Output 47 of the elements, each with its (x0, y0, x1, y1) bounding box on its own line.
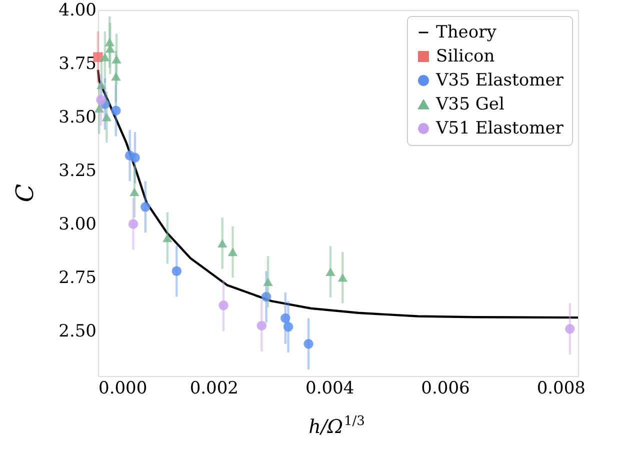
point (283, 322, 294, 332)
point (130, 152, 140, 163)
x-tick-label: 0.008 (536, 378, 586, 398)
point (128, 219, 138, 229)
point (162, 234, 172, 242)
legend-label: Silicon (436, 46, 495, 66)
point (140, 202, 150, 212)
point (111, 106, 121, 116)
legend-label: V51 Elastomer (435, 118, 564, 138)
y-tick-label: 4.00 (58, 0, 96, 20)
point (104, 38, 114, 46)
point (217, 239, 228, 248)
y-tick-label: 2.75 (58, 268, 96, 288)
point (111, 72, 121, 81)
point (338, 273, 348, 282)
legend-label: Theory (436, 22, 497, 42)
point (96, 80, 106, 90)
y-tick-label: 3.75 (58, 54, 96, 74)
point (261, 292, 272, 302)
point (263, 278, 273, 286)
point (228, 248, 238, 256)
point (172, 266, 182, 276)
point (96, 95, 106, 105)
point (100, 52, 110, 62)
x-tick-label: 0.002 (190, 378, 238, 398)
point (304, 339, 314, 349)
point (280, 313, 290, 324)
y-tick-label: 3.00 (58, 214, 96, 235)
y-tick-label: 3.25 (58, 161, 96, 182)
legend-label: V35 Elastomer (435, 70, 564, 90)
point (105, 44, 116, 53)
point (326, 268, 336, 276)
point (565, 324, 575, 334)
point (218, 300, 228, 310)
y-tick-label: 2.50 (58, 322, 96, 342)
point (130, 188, 140, 196)
y-tick-label: 3.50 (58, 108, 96, 128)
point (102, 112, 112, 122)
point (94, 104, 104, 113)
x-tick-label: 0.004 (305, 378, 354, 398)
point (256, 320, 267, 331)
legend-label: V35 Gel (435, 94, 504, 114)
x-tick-label: 0.006 (421, 378, 470, 398)
x-tick-label: 0.000 (98, 378, 148, 398)
line-series (96, 68, 580, 319)
point (112, 55, 122, 64)
y-axis-title: C (11, 184, 39, 202)
